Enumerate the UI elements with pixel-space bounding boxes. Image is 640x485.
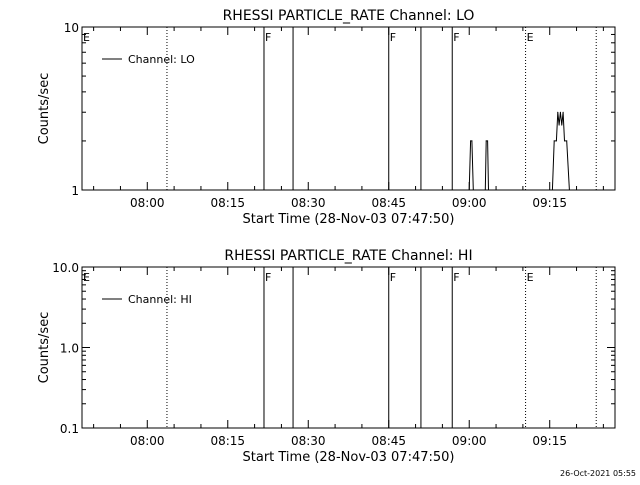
x-tick-label-lo: 08:45 — [371, 196, 406, 210]
data-point-lo — [553, 140, 555, 142]
data-point-lo — [558, 124, 560, 126]
event-marker-label-hi: F — [390, 271, 396, 284]
event-marker-label-lo: F — [453, 31, 459, 44]
x-tick-label-hi: 08:15 — [210, 434, 245, 448]
legend-label-hi: Channel: HI — [128, 293, 192, 306]
data-point-lo — [470, 140, 472, 142]
data-point-lo — [568, 189, 570, 191]
event-marker-label-hi: E — [527, 271, 534, 284]
event-marker-label-lo: E — [83, 31, 90, 44]
panel-hi: RHESSI PARTICLE_RATE Channel: HI 0.1 1.0 10… — [37, 248, 616, 465]
x-tick-label-hi: 09:00 — [452, 434, 487, 448]
event-marker-label-hi: F — [265, 271, 271, 284]
plot-frame-lo — [81, 26, 616, 191]
x-axis-label-lo: Start Time (28-Nov-03 07:47:50) — [243, 212, 455, 227]
data-point-lo — [551, 189, 553, 191]
x-tick-label-lo: 09:15 — [532, 196, 567, 210]
data-point-lo — [557, 111, 559, 113]
data-point-lo — [487, 140, 489, 142]
legend-label-lo: Channel: LO — [128, 53, 195, 66]
event-marker-label-lo: E — [527, 31, 534, 44]
data-point-lo — [484, 189, 486, 191]
x-tick-label-hi: 09:15 — [532, 434, 567, 448]
x-tick-label-hi: 08:00 — [130, 434, 165, 448]
x-tick-label-hi: 08:45 — [371, 434, 406, 448]
y-tick-label-hi: 0.1 — [60, 422, 79, 436]
data-point-lo — [468, 189, 470, 191]
x-tick-label-lo: 09:00 — [452, 196, 487, 210]
panel-lo: RHESSI PARTICLE_RATE Channel: LO 1 10 Count… — [37, 8, 616, 227]
x-axis-label-hi: Start Time (28-Nov-03 07:47:50) — [243, 450, 455, 465]
y-tick-label-lo: 10 — [64, 21, 79, 35]
series-line-lo — [468, 112, 570, 191]
data-point-lo — [563, 140, 565, 142]
x-tick-label-lo: 08:30 — [291, 196, 326, 210]
chart-title-lo: RHESSI PARTICLE_RATE Channel: LO — [223, 8, 475, 24]
footer-timestamp: 26-Oct-2021 05:55 — [560, 469, 636, 478]
data-point-lo — [487, 189, 489, 191]
data-point-lo — [566, 140, 568, 142]
data-point-lo — [472, 189, 474, 191]
data-point-lo — [559, 111, 561, 113]
event-marker-label-hi: F — [453, 271, 459, 284]
data-point-lo — [562, 111, 564, 113]
x-tick-label-hi: 08:30 — [291, 434, 326, 448]
data-point-lo — [485, 140, 487, 142]
y-tick-label-hi: 10.0 — [52, 261, 79, 275]
plot-frame-hi — [81, 266, 616, 429]
x-tick-label-lo: 08:15 — [210, 196, 245, 210]
y-axis-label-hi: Counts/sec — [37, 312, 52, 384]
data-point-lo — [471, 140, 473, 142]
x-tick-label-lo: 08:00 — [130, 196, 165, 210]
data-point-lo — [555, 140, 557, 142]
data-point-lo — [561, 124, 563, 126]
y-tick-label-hi: 1.0 — [60, 342, 79, 356]
y-axis-label-lo: Counts/sec — [37, 73, 52, 145]
event-marker-label-hi: E — [83, 271, 90, 284]
event-marker-label-lo: F — [265, 31, 271, 44]
event-marker-label-lo: F — [390, 31, 396, 44]
chart-title-hi: RHESSI PARTICLE_RATE Channel: HI — [224, 248, 472, 264]
y-tick-label-lo: 1 — [71, 184, 79, 198]
